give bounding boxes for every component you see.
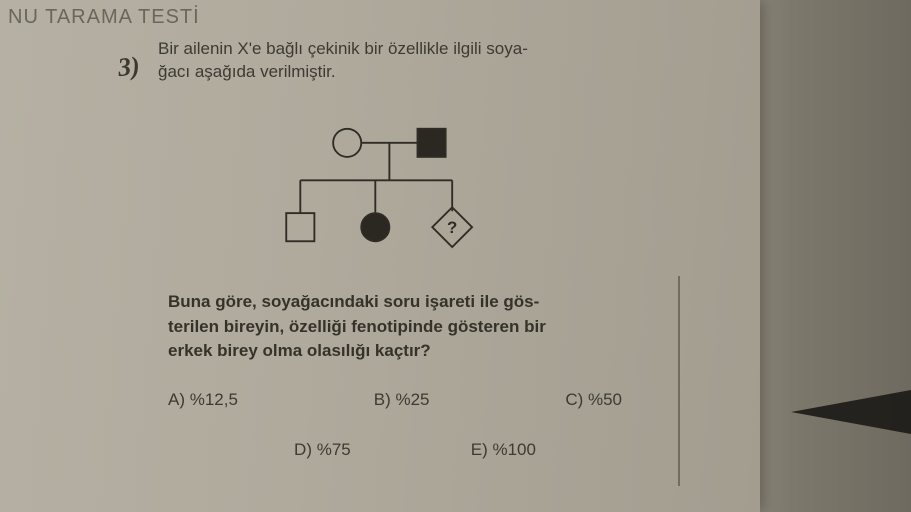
prompt-line2: terilen bireyin, özelliği fenotipinde gö… xyxy=(168,315,662,340)
option-b: B) %25 xyxy=(374,390,430,410)
question-number: 3) xyxy=(116,51,141,83)
option-c: C) %50 xyxy=(565,390,622,410)
question-prompt-box: Buna göre, soyağacındaki soru işareti il… xyxy=(150,282,680,480)
options: A) %12,5 B) %25 C) %50 D) %75 E) %100 xyxy=(168,390,662,460)
pedigree-unknown: ? xyxy=(432,207,472,247)
question-text-line1: Bir ailenin X'e bağlı çekinik bir özelli… xyxy=(158,38,690,61)
pedigree-mother xyxy=(333,129,361,157)
option-e: E) %100 xyxy=(471,440,536,460)
pedigree-father xyxy=(418,129,446,157)
option-a: A) %12,5 xyxy=(168,390,238,410)
test-header: NU TARAMA TESTİ xyxy=(8,6,200,29)
question-block: 3) Bir ailenin X'e bağlı çekinik bir öze… xyxy=(150,38,690,84)
question-text-line2: ğacı aşağıda verilmiştir. xyxy=(158,61,690,84)
question-mark-label: ? xyxy=(447,218,457,237)
prompt-line1: Buna göre, soyağacındaki soru işareti il… xyxy=(168,290,662,315)
pedigree-son xyxy=(286,213,314,241)
option-d: D) %75 xyxy=(294,440,351,460)
desk-shadow xyxy=(741,0,911,512)
pedigree-diagram: ? xyxy=(250,110,510,260)
prompt-line3: erkek birey olma olasılığı kaçtır? xyxy=(168,339,662,364)
pedigree-daughter xyxy=(361,213,389,241)
paper-page: NU TARAMA TESTİ 3) Bir ailenin X'e bağlı… xyxy=(0,0,760,512)
